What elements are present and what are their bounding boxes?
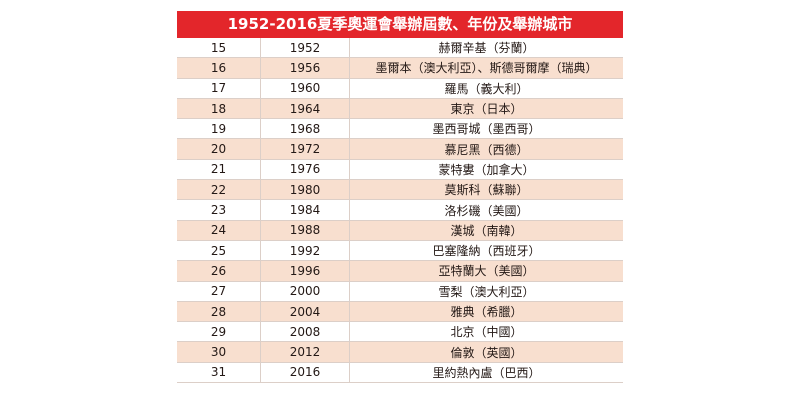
table-row: 31 2016 里約熱內盧（巴西） bbox=[177, 362, 623, 384]
year-cell: 2008 bbox=[260, 321, 350, 343]
table-row: 20 1972 慕尼黑（西德） bbox=[177, 138, 623, 160]
year-cell: 1976 bbox=[260, 159, 350, 181]
session-cell: 26 bbox=[177, 260, 261, 282]
table-row: 18 1964 東京（日本） bbox=[177, 98, 623, 120]
table-row: 21 1976 蒙特婁（加拿大） bbox=[177, 159, 623, 181]
table-title: 1952-2016夏季奧運會舉辦屆數、年份及舉辦城市 bbox=[177, 11, 623, 38]
session-cell: 27 bbox=[177, 281, 261, 302]
table-row: 29 2008 北京（中國） bbox=[177, 321, 623, 343]
session-cell: 24 bbox=[177, 220, 261, 241]
year-cell: 2004 bbox=[260, 301, 350, 323]
olympics-table: 1952-2016夏季奧運會舉辦屆數、年份及舉辦城市 15 1952 赫爾辛基（… bbox=[177, 11, 623, 384]
year-cell: 1996 bbox=[260, 260, 350, 282]
session-cell: 30 bbox=[177, 341, 261, 363]
year-cell: 1988 bbox=[260, 220, 350, 241]
city-cell: 倫敦（英國） bbox=[349, 341, 623, 363]
city-cell: 莫斯科（蘇聯） bbox=[349, 179, 623, 201]
year-cell: 1968 bbox=[260, 118, 350, 140]
table-row: 23 1984 洛杉磯（美國） bbox=[177, 199, 623, 221]
year-cell: 1960 bbox=[260, 78, 350, 99]
city-cell: 洛杉磯（美國） bbox=[349, 199, 623, 221]
year-cell: 1992 bbox=[260, 240, 350, 262]
table-row: 26 1996 亞特蘭大（美國） bbox=[177, 260, 623, 282]
session-cell: 28 bbox=[177, 301, 261, 323]
year-cell: 1980 bbox=[260, 179, 350, 201]
table-body: 15 1952 赫爾辛基（芬蘭） 16 1956 墨爾本（澳大利亞）、斯德哥爾摩… bbox=[177, 38, 623, 384]
session-cell: 21 bbox=[177, 159, 261, 181]
session-cell: 18 bbox=[177, 98, 261, 120]
city-cell: 巴塞隆納（西班牙） bbox=[349, 240, 623, 262]
session-cell: 20 bbox=[177, 138, 261, 160]
table-row: 22 1980 莫斯科（蘇聯） bbox=[177, 179, 623, 201]
city-cell: 漢城（南韓） bbox=[349, 220, 623, 241]
year-cell: 1984 bbox=[260, 199, 350, 221]
table-row: 19 1968 墨西哥城（墨西哥） bbox=[177, 118, 623, 140]
city-cell: 赫爾辛基（芬蘭） bbox=[349, 38, 623, 59]
session-cell: 25 bbox=[177, 240, 261, 262]
city-cell: 墨爾本（澳大利亞）、斯德哥爾摩（瑞典） bbox=[349, 57, 623, 79]
session-cell: 29 bbox=[177, 321, 261, 343]
year-cell: 1952 bbox=[260, 38, 350, 59]
session-cell: 31 bbox=[177, 362, 261, 384]
session-cell: 23 bbox=[177, 199, 261, 221]
session-cell: 16 bbox=[177, 57, 261, 79]
session-cell: 19 bbox=[177, 118, 261, 140]
session-cell: 17 bbox=[177, 78, 261, 99]
table-row: 30 2012 倫敦（英國） bbox=[177, 341, 623, 363]
year-cell: 1956 bbox=[260, 57, 350, 79]
city-cell: 北京（中國） bbox=[349, 321, 623, 343]
year-cell: 2016 bbox=[260, 362, 350, 384]
city-cell: 慕尼黑（西德） bbox=[349, 138, 623, 160]
city-cell: 雪梨（澳大利亞） bbox=[349, 281, 623, 302]
city-cell: 墨西哥城（墨西哥） bbox=[349, 118, 623, 140]
city-cell: 蒙特婁（加拿大） bbox=[349, 159, 623, 181]
year-cell: 1972 bbox=[260, 138, 350, 160]
table-row: 15 1952 赫爾辛基（芬蘭） bbox=[177, 38, 623, 59]
table-row: 24 1988 漢城（南韓） bbox=[177, 220, 623, 241]
city-cell: 亞特蘭大（美國） bbox=[349, 260, 623, 282]
table-row: 17 1960 羅馬（義大利） bbox=[177, 78, 623, 99]
year-cell: 1964 bbox=[260, 98, 350, 120]
table-row: 27 2000 雪梨（澳大利亞） bbox=[177, 281, 623, 302]
city-cell: 雅典（希臘） bbox=[349, 301, 623, 323]
city-cell: 羅馬（義大利） bbox=[349, 78, 623, 99]
session-cell: 15 bbox=[177, 38, 261, 59]
table-row: 25 1992 巴塞隆納（西班牙） bbox=[177, 240, 623, 262]
year-cell: 2000 bbox=[260, 281, 350, 302]
city-cell: 里約熱內盧（巴西） bbox=[349, 362, 623, 384]
session-cell: 22 bbox=[177, 179, 261, 201]
year-cell: 2012 bbox=[260, 341, 350, 363]
table-row: 28 2004 雅典（希臘） bbox=[177, 301, 623, 323]
city-cell: 東京（日本） bbox=[349, 98, 623, 120]
hosts-table: 15 1952 赫爾辛基（芬蘭） 16 1956 墨爾本（澳大利亞）、斯德哥爾摩… bbox=[177, 38, 623, 384]
table-row: 16 1956 墨爾本（澳大利亞）、斯德哥爾摩（瑞典） bbox=[177, 57, 623, 79]
